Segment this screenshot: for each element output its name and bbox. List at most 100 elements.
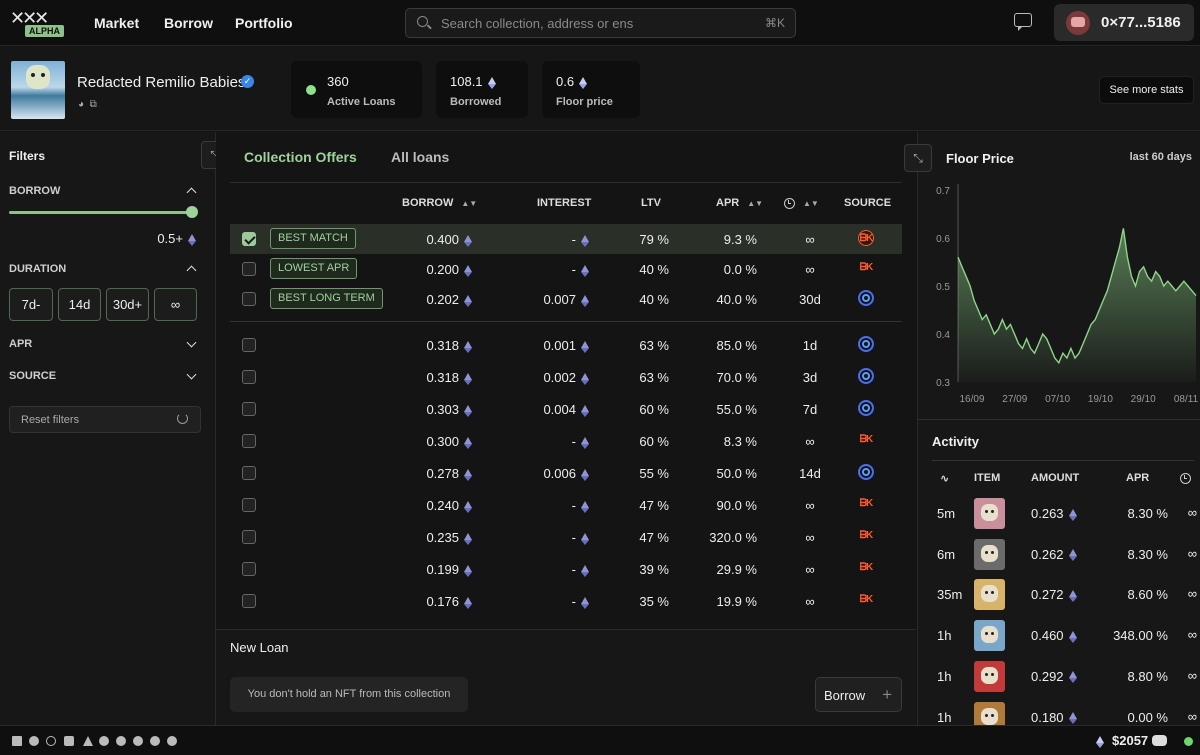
wallet-button[interactable]: 0×77...5186 (1054, 4, 1194, 41)
column-borrow[interactable]: BORROW ▲▼ (402, 197, 478, 209)
source-icon[interactable] (167, 736, 177, 746)
nav-market[interactable]: Market (94, 15, 140, 31)
activity-row[interactable]: 1h 0.292 8.80 % ∞ (932, 656, 1200, 696)
activity-duration: ∞ (1187, 667, 1197, 683)
source-icon[interactable] (133, 736, 143, 746)
tab-collection-offers[interactable]: Collection Offers (244, 149, 357, 165)
column-activity-apr: APR (1126, 472, 1150, 484)
nft-thumbnail[interactable] (974, 498, 1005, 529)
y-tick-label: 0.5 (936, 282, 950, 293)
tab-all-loans[interactable]: All loans (391, 149, 450, 165)
discord-icon[interactable] (1152, 735, 1167, 746)
nav-borrow[interactable]: Borrow (164, 15, 213, 31)
duration-filter-label: DURATION (9, 263, 67, 275)
offer-checkbox[interactable] (242, 262, 256, 276)
nft-thumbnail[interactable] (974, 538, 1005, 570)
offer-checkbox[interactable] (242, 292, 256, 306)
reset-filters-button[interactable]: Reset filters (9, 406, 201, 433)
chevron-up-icon[interactable] (186, 187, 197, 198)
logo[interactable]: ✕✕✕ ALPHA (10, 8, 66, 40)
chevron-down-icon[interactable] (186, 369, 197, 380)
collapse-chart-icon[interactable]: ⤡ (904, 144, 932, 172)
nft-thumbnail[interactable] (974, 660, 1005, 692)
source-icon[interactable] (29, 736, 39, 746)
offer-apr: 40.0 % (716, 292, 757, 307)
column-duration[interactable]: ▲▼ (784, 197, 819, 209)
activity-row[interactable]: 5m 0.263 8.30 % ∞ (932, 493, 1200, 533)
offer-checkbox[interactable] (242, 594, 256, 608)
borrow-button[interactable]: Borrow + (815, 677, 902, 712)
activity-header: ∿ ITEM AMOUNT APR (932, 460, 1194, 493)
offer-duration: ∞ (805, 498, 815, 513)
activity-time: 1h (937, 709, 952, 725)
nft-thumbnail[interactable] (974, 620, 1005, 652)
offer-checkbox[interactable] (242, 466, 256, 480)
eth-price: $2057 (1112, 733, 1149, 748)
offer-checkbox[interactable] (242, 530, 256, 544)
offer-checkbox[interactable] (242, 498, 256, 512)
duration-infinite-button[interactable]: ∞ (154, 288, 197, 321)
chevron-up-icon[interactable] (186, 265, 197, 276)
see-more-stats-button[interactable]: See more stats (1099, 76, 1194, 104)
activity-time: 1h (937, 628, 952, 644)
source-icon[interactable] (83, 736, 93, 746)
borrow-filter-label: BORROW (9, 185, 61, 197)
offer-tag: BEST MATCH (270, 228, 356, 249)
duration-30d-button[interactable]: 30d+ (106, 288, 149, 321)
offer-checkbox[interactable] (242, 402, 256, 416)
offer-row[interactable]: BEST MATCH 0.400 - 79 % 9.3 % ∞ ᗷK (230, 224, 902, 254)
source-icon[interactable] (12, 736, 22, 746)
source-ring-icon (858, 464, 874, 480)
duration-14d-button[interactable]: 14d (58, 288, 101, 321)
eth-icon (1096, 735, 1104, 748)
search-input[interactable] (441, 14, 741, 32)
collection-name: Redacted Remilio Babies (77, 74, 246, 91)
offer-checkbox[interactable] (242, 232, 256, 246)
refresh-icon (177, 413, 188, 424)
offer-row[interactable]: 0.235 - 47 % 320.0 % ∞ ᗷK (230, 522, 902, 552)
search-bar[interactable]: ⌘K (405, 8, 796, 38)
offer-row[interactable]: BEST LONG TERM 0.202 0.007 40 % 40.0 % 30d (230, 284, 902, 314)
source-icon[interactable] (99, 736, 109, 746)
eth-icon (1068, 630, 1077, 643)
activity-amount: 0.262 (1031, 546, 1064, 562)
opensea-icon[interactable]: ◕ (78, 99, 85, 110)
offer-row[interactable]: 0.199 - 39 % 29.9 % ∞ ᗷK (230, 554, 902, 584)
offer-row[interactable]: 0.176 - 35 % 19.9 % ∞ ᗷK (230, 586, 902, 616)
offer-checkbox[interactable] (242, 338, 256, 352)
floor-price-line (957, 228, 1197, 365)
apr-filter-label[interactable]: APR (9, 338, 33, 350)
source-icon[interactable] (64, 736, 74, 746)
chevron-down-icon[interactable] (186, 337, 197, 348)
chat-icon[interactable] (1014, 13, 1032, 31)
x-tick-label: 29/10 (1131, 394, 1156, 405)
activity-row[interactable]: 6m 0.262 8.30 % ∞ (932, 534, 1200, 574)
nft-thumbnail[interactable] (974, 579, 1005, 611)
nav-portfolio[interactable]: Portfolio (235, 15, 293, 31)
floor-price-range[interactable]: last 60 days (1129, 151, 1192, 163)
source-filter-label[interactable]: SOURCE (9, 370, 57, 382)
borrow-slider-handle[interactable] (186, 206, 198, 218)
filters-title: Filters (9, 149, 46, 163)
offer-row[interactable]: 0.318 0.001 63 % 85.0 % 1d (230, 330, 902, 360)
duration-7d-button[interactable]: 7d- (9, 288, 53, 321)
activity-row[interactable]: 1h 0.460 348.00 % ∞ (932, 615, 1200, 655)
offer-row[interactable]: 0.300 - 60 % 8.3 % ∞ ᗷK (230, 426, 902, 456)
activity-row[interactable]: 35m 0.272 8.60 % ∞ (932, 574, 1200, 614)
column-apr[interactable]: APR ▲▼ (716, 197, 764, 209)
offer-checkbox[interactable] (242, 434, 256, 448)
copy-icon[interactable]: ⧉ (89, 99, 97, 110)
source-icon[interactable] (116, 736, 126, 746)
borrow-slider-track[interactable] (9, 211, 191, 214)
source-icon[interactable] (150, 736, 160, 746)
collection-links[interactable]: ◕ ⧉ (78, 99, 97, 110)
offer-row[interactable]: LOWEST APR 0.200 - 40 % 0.0 % ∞ ᗷK (230, 254, 902, 284)
source-icon[interactable] (46, 736, 56, 746)
offer-checkbox[interactable] (242, 370, 256, 384)
offer-checkbox[interactable] (242, 562, 256, 576)
offer-row[interactable]: 0.278 0.006 55 % 50.0 % 14d (230, 458, 902, 488)
offer-row[interactable]: 0.303 0.004 60 % 55.0 % 7d (230, 394, 902, 424)
offer-row[interactable]: 0.240 - 47 % 90.0 % ∞ ᗷK (230, 490, 902, 520)
offer-row[interactable]: 0.318 0.002 63 % 70.0 % 3d (230, 362, 902, 392)
eth-icon (581, 294, 589, 307)
